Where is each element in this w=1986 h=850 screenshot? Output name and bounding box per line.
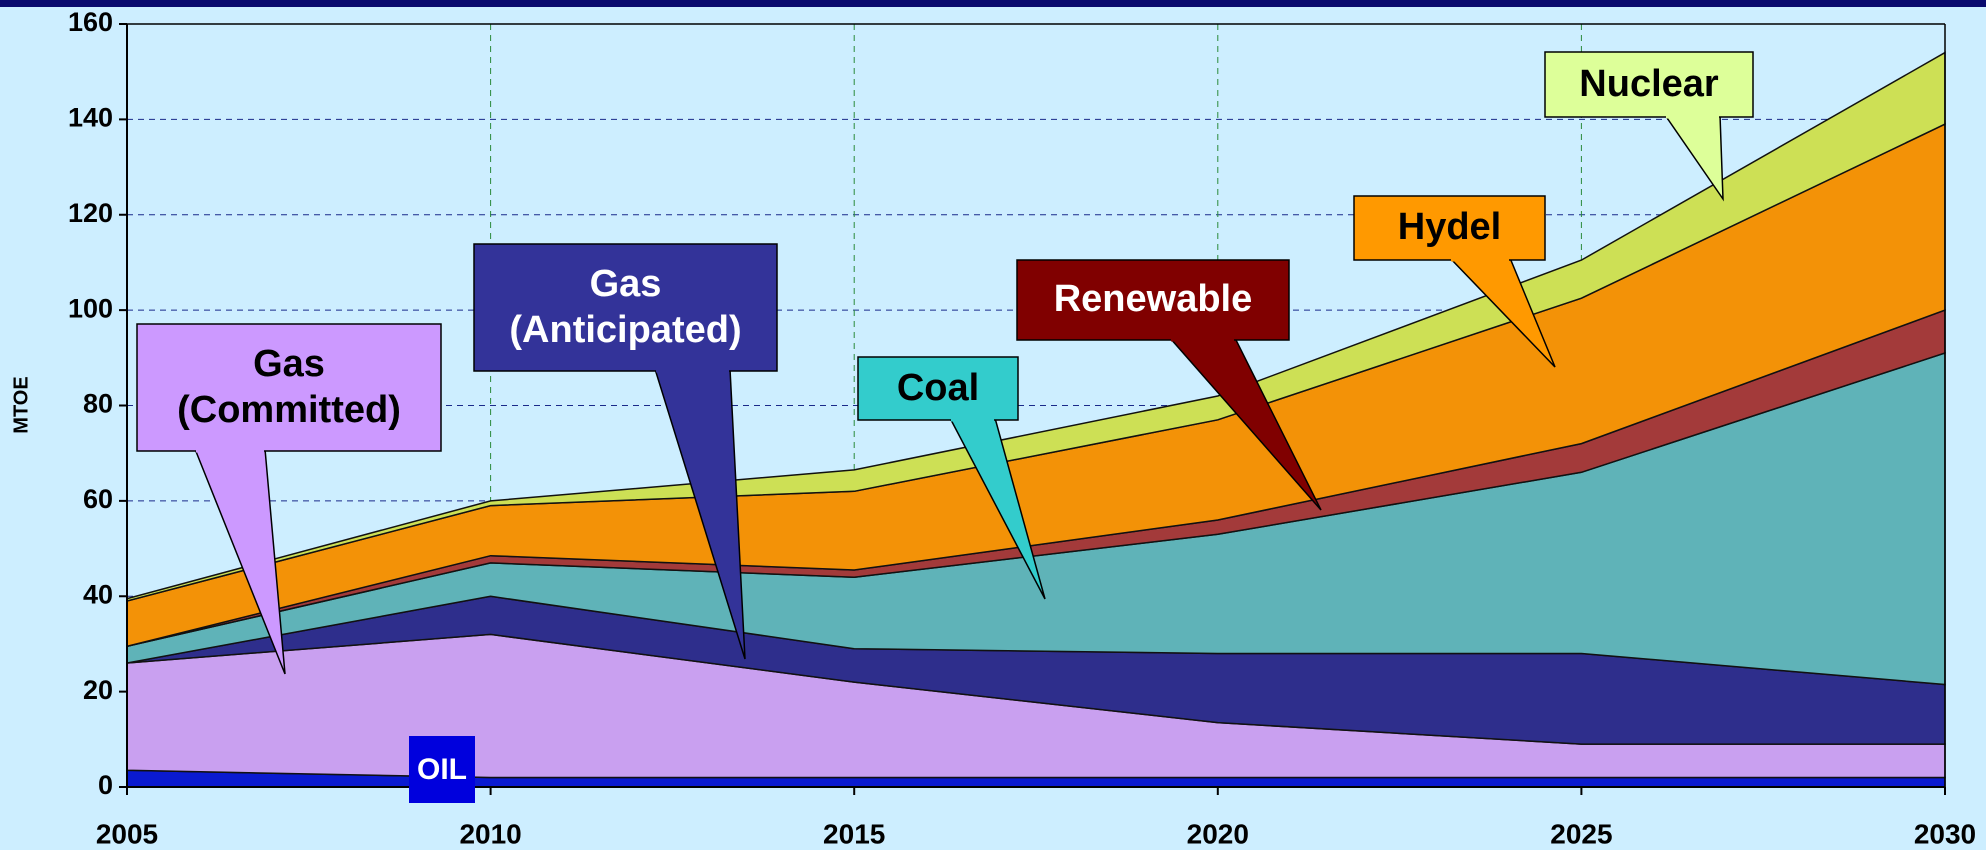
callout: OIL	[417, 752, 467, 786]
callout-box	[1016, 259, 1290, 341]
y-tick-label: 100	[68, 293, 113, 323]
x-tick-label: 2020	[1187, 818, 1249, 849]
y-tick-label: 140	[68, 103, 113, 133]
callout-label: Renewable	[1053, 278, 1253, 321]
y-tick-label: 60	[83, 484, 113, 514]
callout-label: Hydel	[1397, 206, 1502, 249]
y-tick-label: 120	[68, 198, 113, 228]
callout-label: OIL	[417, 752, 467, 786]
callout-box	[409, 736, 475, 803]
callout-label: Nuclear	[1579, 62, 1719, 105]
top-bar	[0, 0, 1986, 7]
y-tick-label: 80	[83, 389, 113, 419]
y-tick-label: 160	[68, 7, 113, 37]
callout: Gas (Committed)	[177, 342, 401, 431]
callout-label: Coal	[896, 366, 980, 409]
callout: Gas (Anticipated)	[509, 262, 742, 351]
callout-label: Gas (Committed)	[177, 342, 401, 431]
callout: Hydel	[1397, 206, 1502, 249]
callout-label: Gas (Anticipated)	[509, 262, 742, 351]
callout-box	[136, 323, 442, 452]
callout-box	[473, 243, 778, 372]
y-tick-label: 40	[83, 579, 113, 609]
x-tick-label: 2015	[823, 818, 885, 849]
x-tick-label: 2010	[459, 818, 521, 849]
callout: Renewable	[1053, 278, 1253, 321]
callout-box	[857, 356, 1019, 421]
callout-box	[1544, 51, 1754, 118]
y-tick-label: 20	[83, 675, 113, 705]
x-tick-label: 2030	[1914, 818, 1976, 849]
x-tick-label: 2005	[96, 818, 158, 849]
y-axis-label: MTOE	[10, 376, 32, 433]
callout-box	[1353, 195, 1546, 261]
x-tick-label: 2025	[1550, 818, 1612, 849]
y-tick-label: 0	[98, 770, 113, 800]
callout: Coal	[896, 366, 980, 409]
callout: Nuclear	[1579, 62, 1719, 105]
